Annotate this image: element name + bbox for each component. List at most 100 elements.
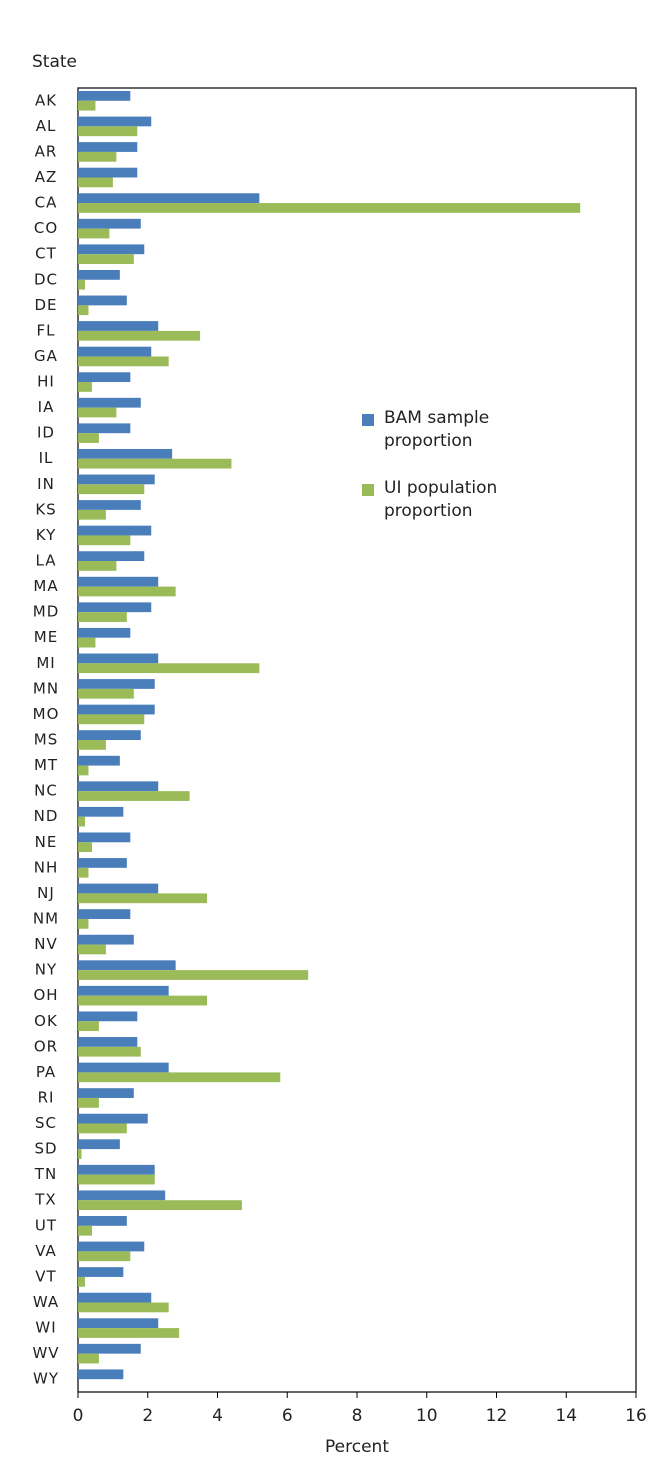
bar [78, 934, 134, 945]
bar [78, 1062, 169, 1073]
bar [78, 1276, 85, 1287]
bar [78, 781, 159, 792]
bar [78, 586, 176, 597]
y-tick-label: CT [35, 245, 57, 263]
legend-label: BAM sample proportion [384, 408, 490, 451]
bar [78, 330, 201, 341]
bar [78, 1190, 166, 1201]
y-tick-label: NJ [37, 884, 55, 902]
bar [78, 995, 208, 1006]
bar [78, 755, 120, 766]
bar [78, 1113, 148, 1124]
bar [78, 1353, 99, 1364]
y-tick-label: WY [33, 1370, 59, 1388]
x-tick-label: 12 [486, 1406, 508, 1426]
bar [78, 909, 131, 919]
x-tick-label: 0 [73, 1406, 84, 1426]
y-tick-label: MA [33, 577, 58, 595]
bar [78, 91, 131, 101]
bar [78, 346, 152, 357]
y-tick-label: ME [34, 628, 58, 646]
y-tick-label: MI [36, 654, 55, 672]
y-tick-label: AL [36, 117, 57, 135]
y-tick-label: WV [32, 1344, 59, 1362]
bar [78, 1139, 120, 1150]
y-tick-label: GA [34, 347, 58, 365]
x-tick-label: 16 [625, 1406, 647, 1426]
bar [78, 1011, 138, 1022]
bar [78, 279, 85, 290]
bar [78, 382, 92, 392]
bar [78, 688, 134, 699]
legend-swatch [362, 414, 374, 426]
bar [78, 1072, 281, 1083]
bar [78, 551, 145, 562]
bar [78, 1097, 99, 1108]
y-tick-label: UT [35, 1216, 57, 1234]
bar [78, 561, 117, 571]
y-tick-label: AR [35, 142, 58, 160]
bar [78, 397, 141, 408]
y-tick-label: LA [36, 552, 57, 570]
bar [78, 1088, 134, 1098]
y-tick-label: WA [33, 1293, 59, 1311]
y-tick-label: IN [37, 475, 55, 493]
bar [78, 193, 260, 204]
bar [78, 1200, 242, 1211]
bar [78, 535, 131, 546]
bar [78, 321, 159, 331]
y-tick-label: CA [35, 194, 58, 212]
y-tick-label: MT [34, 756, 58, 774]
x-axis-label: Percent [325, 1437, 389, 1457]
y-tick-label: ND [34, 807, 59, 825]
y-tick-label: NM [33, 909, 59, 927]
bar [78, 740, 106, 750]
bar [78, 1302, 169, 1313]
bar [78, 858, 127, 868]
y-tick-label: AZ [35, 168, 58, 186]
bar [78, 637, 96, 648]
x-tick-label: 2 [142, 1406, 153, 1426]
bar [78, 612, 127, 622]
bar [78, 407, 117, 418]
bar [78, 883, 159, 894]
bar [78, 1343, 141, 1354]
bar [78, 218, 141, 229]
bar [78, 1174, 155, 1185]
bar [78, 372, 131, 383]
y-tick-label: ID [37, 424, 55, 442]
bar [78, 448, 173, 459]
y-tick-label: SD [34, 1140, 57, 1158]
legend-swatch [362, 484, 374, 496]
x-tick-label: 10 [416, 1406, 438, 1426]
y-tick-label: VA [35, 1242, 57, 1260]
bar [78, 126, 138, 137]
y-tick-label: OH [33, 986, 58, 1004]
y-tick-label: TX [34, 1191, 56, 1209]
bar [78, 244, 145, 255]
y-tick-label: NE [35, 833, 58, 851]
bar [78, 970, 309, 980]
bar [78, 960, 176, 971]
bar [78, 305, 89, 316]
y-tick-label: DE [34, 296, 57, 314]
bar [78, 1251, 131, 1262]
y-tick-label: WI [35, 1319, 56, 1337]
bar [78, 228, 110, 239]
bar [78, 203, 581, 213]
bar [78, 509, 106, 520]
bar [78, 151, 117, 162]
bar [78, 918, 89, 929]
y-tick-label: KY [36, 526, 56, 544]
bar [78, 985, 169, 996]
legend-label: UI population proportion [384, 478, 498, 521]
y-tick-label: MS [34, 731, 58, 749]
y-tick-label: NY [35, 961, 57, 979]
bar [78, 944, 106, 955]
y-tick-label: PA [36, 1063, 56, 1081]
y-tick-label: IA [38, 398, 55, 416]
bar [78, 791, 190, 801]
bar [78, 1328, 180, 1338]
